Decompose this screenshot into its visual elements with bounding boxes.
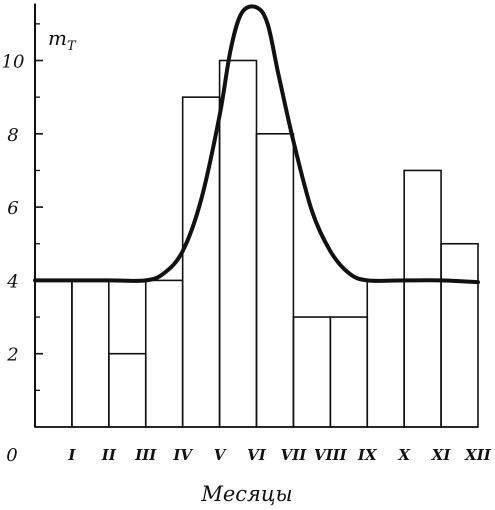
bar-vi bbox=[218, 59, 258, 428]
x-tick-label-vi: VI bbox=[247, 446, 267, 464]
x-tick-label-v: V bbox=[214, 446, 227, 464]
x-tick-label-i: I bbox=[67, 446, 76, 464]
x-tick-label-xi: XI bbox=[431, 446, 452, 464]
bar-xi bbox=[403, 169, 442, 428]
y-tick-label-6: 6 bbox=[7, 198, 18, 219]
smooth-curve bbox=[33, 4, 480, 285]
bar-viii bbox=[292, 316, 332, 428]
bar-iv bbox=[144, 279, 184, 428]
x-axis-label: Месяцы bbox=[200, 482, 292, 506]
bar-xii bbox=[440, 242, 479, 428]
y-axis-label-subscript: T bbox=[67, 39, 77, 54]
x-tick-label-ix: IX bbox=[357, 446, 378, 464]
y-tick-label-10: 10 bbox=[2, 52, 25, 73]
bar-ix bbox=[329, 316, 369, 428]
y-tick-label-8: 8 bbox=[7, 125, 18, 146]
bars bbox=[34, 59, 479, 428]
bar-ii bbox=[71, 279, 110, 428]
x-tick-label-vii: VII bbox=[281, 446, 308, 464]
y-axis-label: mT bbox=[48, 26, 77, 54]
origin-label: 0 bbox=[6, 445, 17, 466]
x-tick-label-xii: XII bbox=[464, 446, 492, 464]
x-tick-label-iv: IV bbox=[172, 446, 193, 464]
y-tick-label-2: 2 bbox=[6, 345, 18, 366]
x-tick-label-iii: III bbox=[134, 446, 157, 464]
y-tick-label-4: 4 bbox=[6, 271, 18, 292]
x-tick-label-viii: VIII bbox=[314, 446, 348, 464]
y-axis-label-main: m bbox=[48, 26, 67, 50]
axes bbox=[34, 3, 478, 428]
x-tick-label-ii: II bbox=[101, 446, 117, 464]
bar-vii bbox=[255, 133, 295, 428]
bar-iii bbox=[108, 352, 147, 428]
curve-layer bbox=[33, 4, 480, 285]
x-tick-label-x: X bbox=[397, 446, 411, 464]
bar-x bbox=[366, 279, 405, 428]
